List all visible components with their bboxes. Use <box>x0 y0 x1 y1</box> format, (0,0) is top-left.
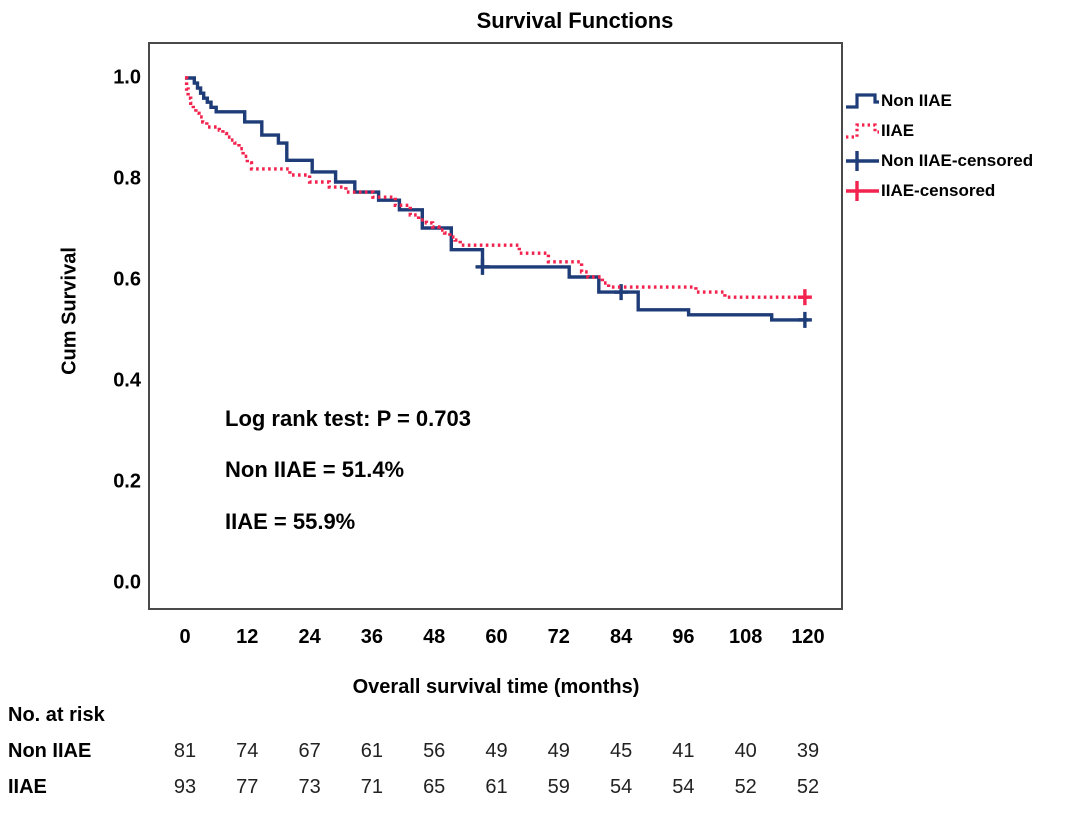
x-tick-label: 108 <box>729 626 763 648</box>
legend-item: Non IIAE-censored <box>845 146 1033 176</box>
risk-value: 59 <box>547 776 570 798</box>
risk-value: 71 <box>360 776 384 798</box>
x-tick-label: 36 <box>360 626 384 648</box>
curve-iiae <box>184 76 808 299</box>
risk-value: 77 <box>236 776 259 798</box>
x-axis-label: Overall survival time (months) <box>352 676 640 698</box>
risk-value: 49 <box>485 740 508 762</box>
legend-label: IIAE <box>881 121 915 140</box>
x-tick-label: 60 <box>485 626 508 648</box>
x-tick-label: 12 <box>236 626 259 648</box>
censor-mark-non-iiae <box>475 258 490 275</box>
y-tick-label: 0.4 <box>113 369 141 392</box>
y-tick-label: 1.0 <box>113 66 141 89</box>
y-axis-label: Cum Survival <box>58 247 81 375</box>
x-tick-label: 0 <box>179 626 191 648</box>
curve-non-iiae <box>185 76 808 322</box>
annotation-line: Non IIAE = 51.4% <box>225 457 405 482</box>
risk-row-label: IIAE <box>8 776 47 798</box>
legend-item: IIAE-censored <box>845 176 1033 206</box>
x-tick-label: 120 <box>791 626 825 648</box>
legend-item: IIAE <box>845 116 1033 146</box>
y-tick-label: 0.2 <box>113 470 141 493</box>
annotation-line: IIAE = 55.9% <box>225 509 356 534</box>
censor-mark-non-iiae <box>614 284 629 301</box>
legend-label: IIAE-censored <box>881 181 996 200</box>
risk-value: 65 <box>423 776 446 798</box>
y-tick-label: 0.0 <box>113 571 141 594</box>
step-line-icon <box>846 93 879 109</box>
risk-value: 74 <box>236 740 259 762</box>
legend: Non IIAE IIAE Non IIAE-censored IIAE-censor… <box>845 86 1033 206</box>
risk-value: 73 <box>298 776 321 798</box>
x-tick-label: 84 <box>609 626 633 648</box>
risk-table-header: No. at risk <box>8 704 105 726</box>
risk-value: 40 <box>734 740 757 762</box>
risk-value: 54 <box>609 776 633 798</box>
plus-line-icon <box>846 181 879 201</box>
risk-value: 67 <box>298 740 321 762</box>
risk-value: 81 <box>173 740 197 762</box>
x-tick-label: 96 <box>672 626 695 648</box>
censor-mark-iiae <box>797 289 812 306</box>
risk-value: 54 <box>672 776 695 798</box>
chart-title: Survival Functions <box>476 8 674 33</box>
y-tick-label: 0.8 <box>113 167 141 190</box>
risk-row-label: Non IIAE <box>8 740 92 762</box>
censor-mark-non-iiae <box>797 311 812 328</box>
risk-value: 61 <box>485 776 508 798</box>
step-line-icon <box>846 123 879 139</box>
risk-value: 56 <box>423 740 446 762</box>
risk-value: 61 <box>360 740 384 762</box>
risk-value: 49 <box>547 740 570 762</box>
y-tick-label: 0.6 <box>113 268 141 291</box>
risk-value: 93 <box>173 776 197 798</box>
legend-label: Non IIAE <box>881 91 952 110</box>
risk-value: 41 <box>672 740 695 762</box>
x-tick-label: 48 <box>423 626 446 648</box>
risk-value: 39 <box>796 740 820 762</box>
annotation-line: Log rank test: P = 0.703 <box>225 406 471 431</box>
x-tick-label: 24 <box>298 626 321 648</box>
x-tick-label: 72 <box>547 626 570 648</box>
plus-line-icon <box>846 151 879 171</box>
risk-value: 52 <box>734 776 757 798</box>
legend-item: Non IIAE <box>845 86 1033 116</box>
legend-label: Non IIAE-censored <box>881 151 1034 170</box>
risk-value: 52 <box>796 776 820 798</box>
risk-value: 45 <box>609 740 633 762</box>
